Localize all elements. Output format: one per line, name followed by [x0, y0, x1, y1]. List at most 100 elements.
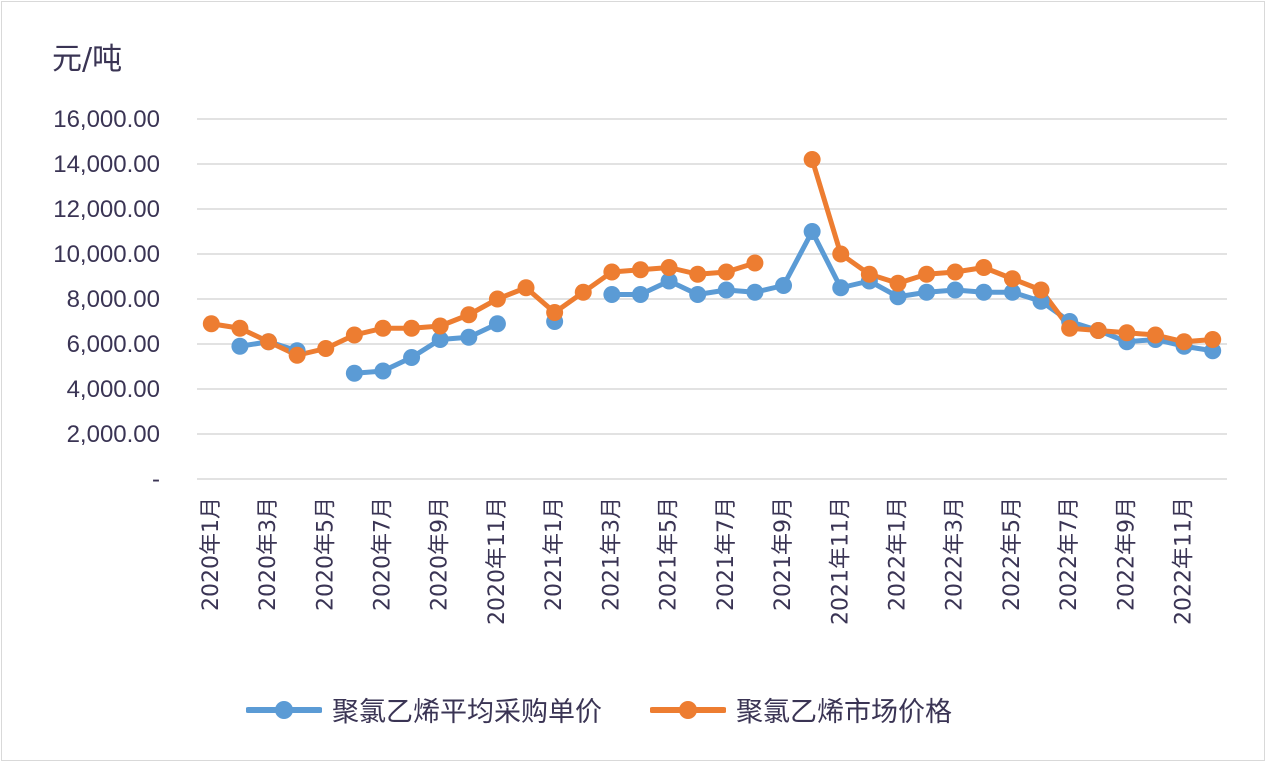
legend-label-series-0: 聚氯乙烯平均采购单价: [332, 697, 602, 728]
series-1-point: [746, 254, 764, 272]
legend-marker-series-1: [650, 700, 726, 719]
series-0-point: [1003, 283, 1021, 301]
legend-label-series-1: 聚氯乙烯市场价格: [736, 697, 952, 728]
legend-item-series-1[interactable]: 聚氯乙烯市场价格: [650, 690, 952, 729]
series-lines: [208, 157, 1216, 376]
series-1-point: [660, 259, 678, 276]
y-tick-label: 8,000.00: [67, 286, 160, 313]
x-tick-label: 2020年3月: [256, 497, 281, 611]
series-0-point: [803, 223, 821, 240]
series-1-point: [546, 304, 564, 321]
x-tick-label: 2022年9月: [1114, 497, 1139, 611]
series-1-point: [1061, 319, 1079, 337]
series-1-point: [717, 263, 735, 281]
series-0-point: [403, 349, 421, 366]
series-1-point: [603, 263, 621, 281]
x-tick-label: 2020年9月: [428, 497, 453, 611]
series-1-point: [803, 151, 821, 168]
x-tick-label: 2021年11月: [828, 497, 853, 625]
y-axis-ticks: - 2,000.00 4,000.00 6,000.00 8,000.00 10,000.…: [53, 106, 160, 493]
y-tick-label: 6,000.00: [67, 331, 160, 358]
series-1-point: [231, 319, 249, 337]
x-tick-label: 2020年5月: [313, 497, 338, 611]
series-1-point: [689, 265, 707, 283]
legend-item-series-0[interactable]: 聚氯乙烯平均采购单价: [246, 690, 602, 729]
series-0-point: [746, 283, 764, 301]
series-1-line: [809, 157, 1216, 345]
series-1-point: [1175, 333, 1193, 351]
series-1-point: [860, 265, 878, 283]
series-1-point: [460, 306, 478, 324]
x-tick-label: 2022年7月: [1057, 497, 1082, 611]
series-0-point: [775, 277, 793, 294]
series-0-point: [231, 337, 249, 355]
y-tick-label: 14,000.00: [53, 151, 160, 178]
series-0-point: [488, 315, 506, 333]
series-1-point: [517, 279, 535, 297]
series-1-point: [317, 340, 335, 357]
x-tick-label: 2022年1月: [885, 497, 910, 611]
series-0-point: [889, 288, 907, 306]
series-1-point: [1089, 322, 1107, 339]
x-tick-label: 2022年11月: [1172, 497, 1197, 625]
series-1-point: [345, 326, 363, 344]
y-tick-label: 4,000.00: [67, 376, 160, 403]
series-0-point: [975, 283, 993, 301]
series-1-point: [1204, 331, 1222, 348]
series-1-point: [975, 259, 993, 276]
x-tick-label: 2022年5月: [1000, 497, 1025, 611]
y-tick-label: 16,000.00: [53, 106, 160, 133]
series-1-point: [488, 290, 506, 308]
series-0-point: [345, 364, 363, 382]
series-1-point: [946, 263, 964, 281]
series-1-point: [1146, 326, 1164, 344]
x-tick-label: 2022年3月: [943, 497, 968, 611]
y-tick-label: 2,000.00: [67, 421, 160, 448]
series-0-line: [609, 229, 1216, 354]
series-0-point: [717, 281, 735, 299]
series-1-point: [431, 317, 449, 335]
series-0-point: [832, 279, 850, 297]
x-tick-label: 2021年1月: [542, 497, 567, 611]
series-0-point: [660, 272, 678, 290]
y-tick-label: -: [152, 466, 160, 493]
series-1-point: [260, 333, 278, 351]
series-1-point: [832, 245, 850, 263]
x-tick-label: 2021年7月: [714, 497, 739, 611]
series-0-point: [631, 286, 649, 303]
series-1-point: [374, 319, 392, 337]
y-tick-label: 10,000.00: [53, 241, 160, 268]
series-0-point: [603, 286, 621, 303]
series-0-point: [946, 281, 964, 299]
series-1-point: [1032, 281, 1050, 299]
y-axis-unit-label: 元/吨: [52, 42, 123, 77]
x-tick-label: 2021年9月: [771, 497, 796, 611]
series-1-point: [889, 274, 907, 292]
legend: 聚氯乙烯平均采购单价 聚氯乙烯市场价格: [246, 690, 952, 729]
series-1-point: [1118, 324, 1136, 342]
y-tick-label: 12,000.00: [53, 196, 160, 223]
gridlines: [197, 118, 1227, 480]
series-1-point: [1003, 270, 1021, 288]
x-tick-label: 2021年5月: [657, 497, 682, 611]
x-axis-ticks: 2020年1月 2020年3月 2020年5月 2020年7月 2020年9月 2020年…: [199, 497, 1197, 625]
series-0-point: [918, 283, 936, 301]
series-1-point: [288, 346, 306, 364]
x-tick-label: 2020年7月: [370, 497, 395, 611]
series-0-point: [689, 286, 707, 303]
x-tick-label: 2021年3月: [599, 497, 624, 611]
series-0-point: [374, 362, 392, 380]
series-points: [202, 151, 1222, 382]
series-0-point: [460, 328, 478, 346]
series-1-point: [918, 265, 936, 283]
series-0-point: [431, 331, 449, 348]
series-1-point: [574, 283, 592, 301]
series-1-point: [631, 261, 649, 279]
x-tick-label: 2020年1月: [199, 497, 224, 611]
x-tick-label: 2020年11月: [485, 497, 510, 625]
legend-marker-series-0: [246, 700, 322, 719]
series-1-point: [202, 315, 220, 333]
series-1-point: [403, 319, 421, 337]
